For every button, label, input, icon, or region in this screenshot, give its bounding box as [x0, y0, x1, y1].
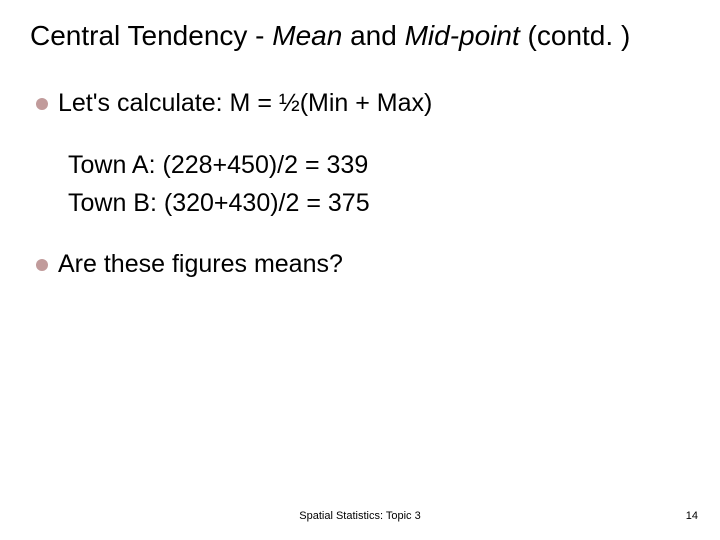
page-number: 14: [686, 510, 698, 522]
title-mid: and: [342, 20, 404, 51]
slide-body: Let's calculate: M = ½(Min + Max) Town A…: [30, 87, 690, 282]
town-a-line: Town A: (228+450)/2 = 339: [68, 149, 690, 183]
bullet-1-text: Let's calculate: M = ½(Min + Max): [58, 87, 432, 121]
town-b-line: Town B: (320+430)/2 = 375: [68, 187, 690, 221]
bullet-icon: [36, 259, 48, 271]
bullet-2-rest: these figures means?: [104, 250, 343, 278]
bullet-2: Are these figures means?: [36, 248, 690, 282]
bullet-2-text: Are these figures means?: [58, 248, 343, 282]
title-italic-midpoint: Mid-point: [405, 20, 520, 51]
bullet-icon: [36, 98, 48, 110]
title-post: (contd. ): [520, 20, 630, 51]
title-italic-mean: Mean: [272, 20, 342, 51]
title-pre: Central Tendency -: [30, 20, 272, 51]
slide: Central Tendency - Mean and Mid-point (c…: [0, 0, 720, 540]
calc-block: Town A: (228+450)/2 = 339 Town B: (320+4…: [36, 149, 690, 221]
slide-title: Central Tendency - Mean and Mid-point (c…: [30, 18, 690, 53]
bullet-1-rest: calculate: M = ½(Min + Max): [117, 89, 432, 117]
bullet-2-prefix: Are: [58, 250, 104, 278]
footer-center: Spatial Statistics: Topic 3: [0, 510, 720, 522]
bullet-1-prefix: Let's: [58, 89, 117, 117]
bullet-1: Let's calculate: M = ½(Min + Max): [36, 87, 690, 121]
